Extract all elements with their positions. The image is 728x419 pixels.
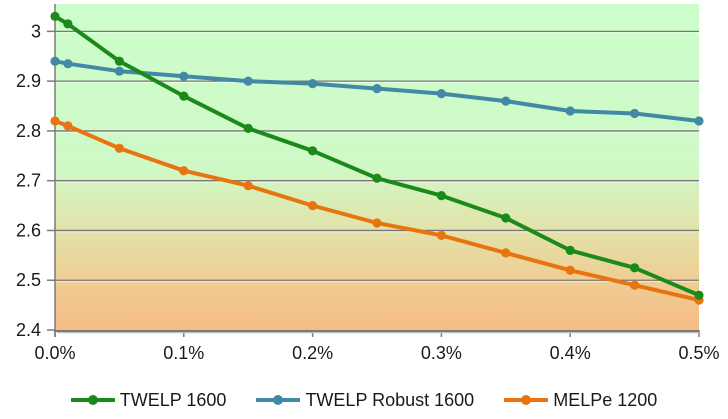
x-tick-label: 0.0% xyxy=(34,343,75,363)
twelp-1600-data-point xyxy=(436,191,446,201)
melpe-1200-data-point xyxy=(436,230,446,240)
twelp-robust-1600-data-point xyxy=(179,71,189,81)
legend-label-twelp-robust-1600: TWELP Robust 1600 xyxy=(305,389,475,410)
twelp-1600-data-point xyxy=(501,213,511,223)
twelp-robust-1600-data-point xyxy=(63,59,73,69)
y-tick-label: 2.8 xyxy=(16,121,41,141)
legend-marker-twelp-robust-1600 xyxy=(256,395,301,405)
twelp-robust-1600-data-point xyxy=(630,108,640,119)
legend-label-melpe-1200: MELPe 1200 xyxy=(553,389,658,410)
twelp-robust-1600-data-point xyxy=(501,96,511,106)
twelp-robust-1600-data-point xyxy=(50,56,60,66)
x-tick-label: 0.3% xyxy=(421,343,462,363)
melpe-1200-data-point xyxy=(63,121,73,131)
twelp-robust-1600-data-point xyxy=(694,116,704,126)
twelp-1600-data-point xyxy=(694,290,704,300)
twelp-robust-1600-data-point xyxy=(372,84,382,94)
legend-marker-twelp-1600 xyxy=(70,395,115,405)
twelp-robust-1600-data-point xyxy=(565,106,575,116)
y-tick-label: 2.4 xyxy=(16,320,41,340)
legend-item-melpe-1200: MELPe 1200 xyxy=(504,390,657,411)
plot-area xyxy=(55,4,699,330)
melpe-1200-data-point xyxy=(565,265,575,275)
twelp-1600-data-point xyxy=(50,11,60,21)
x-tick-label: 0.2% xyxy=(292,343,333,363)
twelp-1600-data-point xyxy=(179,91,189,101)
chart-legend: TWELP 1600 TWELP Robust 1600 MELPe 1200 xyxy=(0,384,728,416)
twelp-1600-line xyxy=(53,14,701,298)
x-tick-label: 0.5% xyxy=(678,343,719,363)
series-melpe-1200 xyxy=(50,116,704,305)
twelp-robust-1600-data-point xyxy=(308,79,318,89)
melpe-1200-data-point xyxy=(50,116,60,126)
line-chart: 2.4 2.5 2.6 2.7 2.8 2.9 3 0.0% 0.1% 0.2% 0.3% 0.4% 0… xyxy=(16,4,720,363)
melpe-1200-data-point xyxy=(308,201,318,211)
twelp-robust-1600-data-point xyxy=(114,66,124,76)
y-tick-label: 3 xyxy=(31,21,41,41)
twelp-1600-data-point xyxy=(565,245,575,255)
twelp-1600-data-point xyxy=(63,19,73,29)
series-twelp-robust-1600 xyxy=(50,56,704,126)
melpe-1200-data-point xyxy=(630,280,640,290)
legend-item-twelp-robust-1600: TWELP Robust 1600 xyxy=(256,390,474,411)
legend-marker-melpe-1200 xyxy=(504,395,549,405)
twelp-robust-1600-line xyxy=(53,59,701,123)
twelp-robust-1600-data-point xyxy=(243,76,253,86)
x-tick-label: 0.4% xyxy=(550,343,591,363)
twelp-1600-data-point xyxy=(114,56,124,66)
melpe-1200-data-point xyxy=(179,166,189,176)
melpe-1200-data-point xyxy=(114,143,124,153)
legend-item-twelp-1600: TWELP 1600 xyxy=(70,389,227,411)
y-tick-label: 2.7 xyxy=(16,171,41,191)
x-tick-label: 0.1% xyxy=(163,343,204,363)
twelp-1600-data-point xyxy=(372,173,382,183)
twelp-1600-data-point xyxy=(630,263,640,273)
twelp-1600-data-point xyxy=(308,146,318,156)
melpe-1200-data-point xyxy=(372,218,382,228)
twelp-1600-data-point xyxy=(243,123,253,133)
legend-label-twelp-1600: TWELP 1600 xyxy=(119,389,227,410)
y-tick-label: 2.6 xyxy=(16,220,41,240)
twelp-robust-1600-data-point xyxy=(436,89,446,99)
melpe-1200-data-point xyxy=(501,248,511,258)
melpe-1200-data-point xyxy=(243,181,253,191)
y-tick-label: 2.9 xyxy=(16,71,41,91)
y-tick-label: 2.5 xyxy=(16,270,41,290)
melpe-1200-line xyxy=(53,119,701,303)
series-twelp-1600 xyxy=(50,11,704,300)
